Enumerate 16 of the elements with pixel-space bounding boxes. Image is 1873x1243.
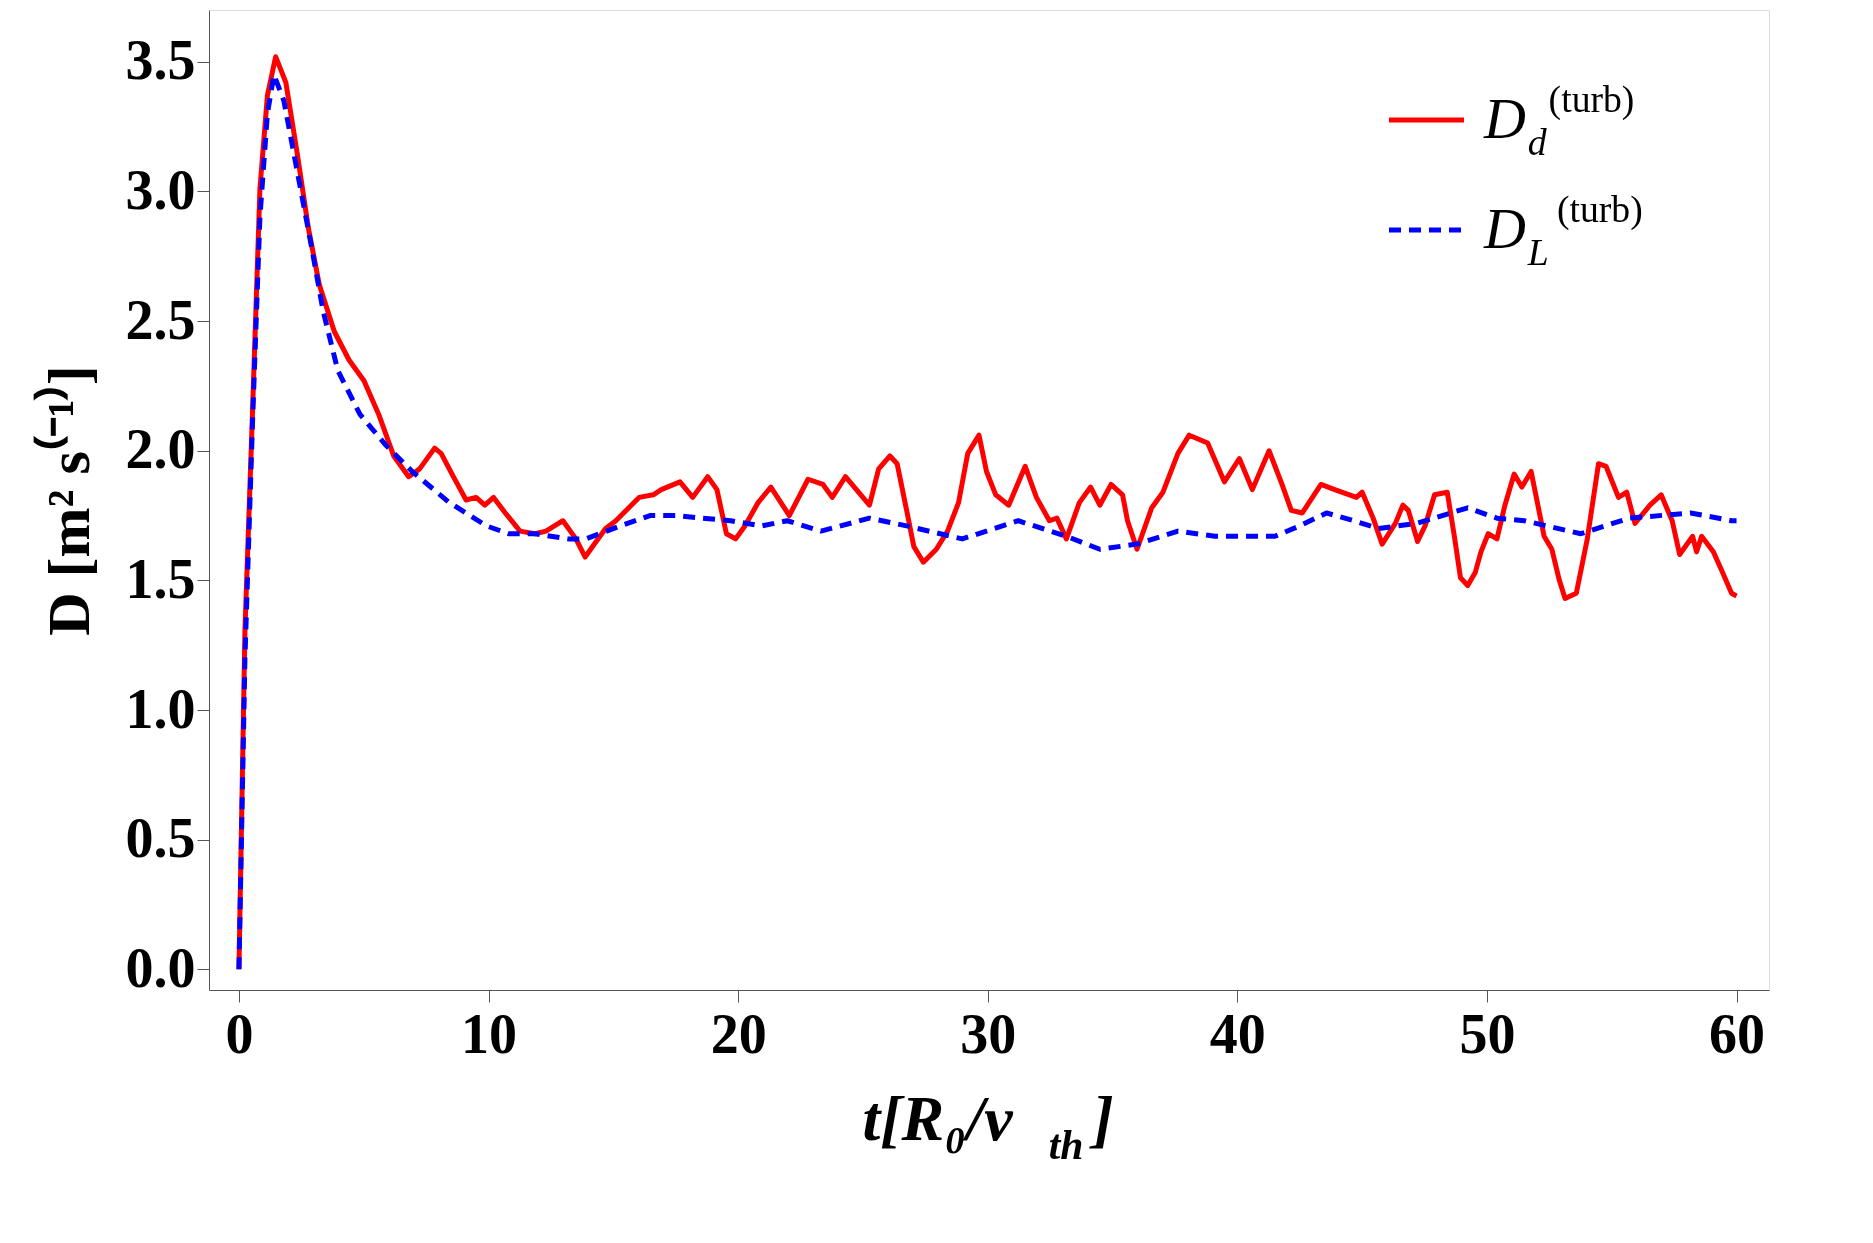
y-tick-label: 1.5	[125, 547, 196, 610]
y-tick-label: 3.0	[125, 158, 196, 221]
x-tick-label: 10	[461, 1002, 518, 1065]
x-tick-label: 30	[960, 1002, 1017, 1065]
y-tick-label: 2.5	[125, 288, 196, 351]
y-tick-label: 0.5	[125, 807, 196, 870]
x-tick-label: 20	[710, 1002, 767, 1065]
y-tick-label: 0.0	[125, 936, 196, 999]
y-axis-title: D [m² s⁽⁻¹⁾]	[32, 365, 102, 636]
y-tick-label: 3.5	[125, 29, 196, 92]
x-tick-label: 0	[225, 1002, 254, 1065]
y-tick-label: 1.0	[125, 677, 196, 740]
x-tick-label: 60	[1709, 1002, 1766, 1065]
x-tick-label: 40	[1209, 1002, 1266, 1065]
y-tick-label: 2.0	[125, 418, 196, 481]
x-tick-label: 50	[1459, 1002, 1516, 1065]
